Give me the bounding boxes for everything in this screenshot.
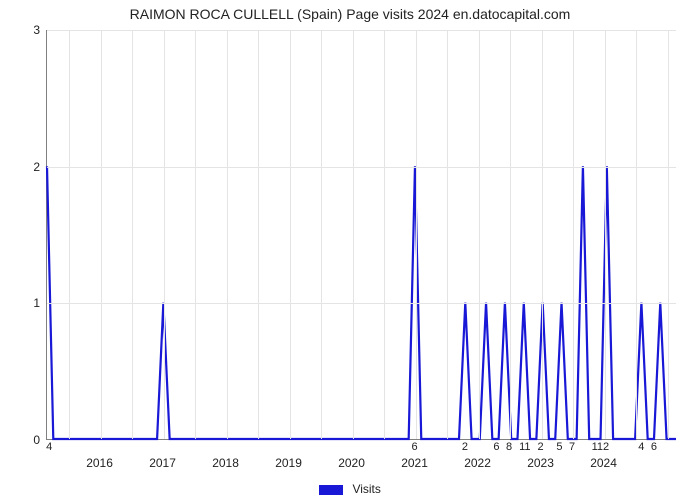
- x-year-label: 2023: [527, 456, 554, 470]
- gridline-v-minor: [69, 30, 70, 439]
- x-value-label: 11: [519, 441, 530, 453]
- gridline-v-minor: [132, 30, 133, 439]
- legend: Visits: [0, 482, 700, 496]
- gridline-v: [353, 30, 354, 439]
- gridline-h: [47, 303, 676, 304]
- gridline-h: [47, 167, 676, 168]
- gridline-v: [542, 30, 543, 439]
- gridline-v-minor: [195, 30, 196, 439]
- gridline-v-minor: [668, 30, 669, 439]
- x-value-label: 2: [537, 441, 543, 453]
- gridline-v: [101, 30, 102, 439]
- x-value-label: 6: [493, 441, 499, 453]
- legend-label: Visits: [352, 482, 380, 496]
- y-tick-label: 1: [10, 296, 40, 310]
- x-year-label: 2021: [401, 456, 428, 470]
- x-value-label: 7: [569, 441, 575, 453]
- legend-swatch: [319, 485, 343, 495]
- x-value-label: 112: [592, 441, 610, 453]
- y-tick-label: 2: [10, 160, 40, 174]
- x-value-label: 6: [411, 441, 417, 453]
- x-value-label: 4: [46, 441, 52, 453]
- x-year-label: 2022: [464, 456, 491, 470]
- gridline-v: [416, 30, 417, 439]
- x-value-label: 8: [506, 441, 512, 453]
- gridline-v-minor: [636, 30, 637, 439]
- x-year-label: 2018: [212, 456, 239, 470]
- gridline-v: [164, 30, 165, 439]
- gridline-v-minor: [384, 30, 385, 439]
- x-year-label: 2024: [590, 456, 617, 470]
- x-year-label: 2020: [338, 456, 365, 470]
- gridline-v: [290, 30, 291, 439]
- x-value-label: 4: [638, 441, 644, 453]
- x-value-label: 6: [651, 441, 657, 453]
- y-tick-label: 0: [10, 433, 40, 447]
- x-year-label: 2017: [149, 456, 176, 470]
- page-visits-chart: RAIMON ROCA CULLELL (Spain) Page visits …: [0, 0, 700, 500]
- line-series: [47, 30, 676, 439]
- gridline-v: [605, 30, 606, 439]
- gridline-v-minor: [510, 30, 511, 439]
- x-year-label: 2019: [275, 456, 302, 470]
- gridline-v-minor: [321, 30, 322, 439]
- plot-area: [46, 30, 676, 440]
- gridline-v-minor: [573, 30, 574, 439]
- chart-title: RAIMON ROCA CULLELL (Spain) Page visits …: [0, 6, 700, 22]
- x-value-label: 2: [462, 441, 468, 453]
- gridline-v: [227, 30, 228, 439]
- x-value-label: 5: [556, 441, 562, 453]
- x-year-label: 2016: [86, 456, 113, 470]
- gridline-v-minor: [258, 30, 259, 439]
- gridline-v-minor: [447, 30, 448, 439]
- gridline-v: [479, 30, 480, 439]
- gridline-h: [47, 30, 676, 31]
- y-tick-label: 3: [10, 23, 40, 37]
